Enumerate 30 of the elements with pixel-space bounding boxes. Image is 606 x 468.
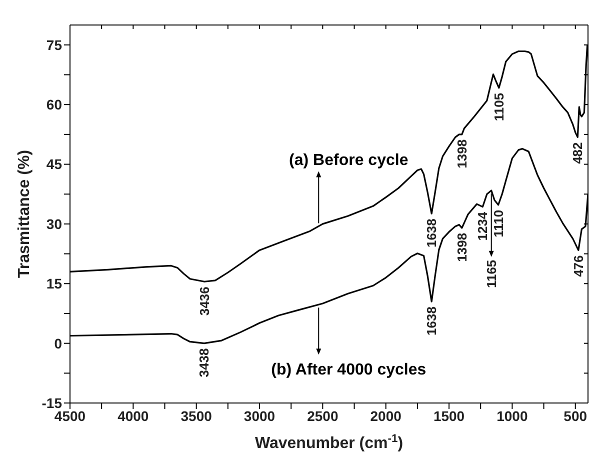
annotation: 1105: [491, 92, 506, 122]
annotation: 476: [570, 255, 586, 277]
annotation: 1398: [454, 139, 470, 168]
x-tick-label: 2000: [370, 408, 402, 424]
y-tick-label: 30: [46, 216, 62, 232]
series-label: (a) Before cycle: [289, 152, 408, 170]
annotation: 1234: [475, 211, 490, 241]
x-tick-label: 4000: [118, 408, 149, 424]
y-tick-label: 60: [46, 96, 62, 113]
annotation: 3438: [196, 348, 212, 378]
x-tick-label: 3500: [180, 408, 212, 424]
x-axis-title: Wavenumber (cm$^{-1}$): [254, 433, 404, 452]
x-tick-label: 1000: [496, 408, 528, 424]
annotation: 1638: [424, 218, 440, 248]
y-tick-label: 45: [46, 156, 62, 172]
y-tick-label: 0: [54, 335, 62, 352]
x-tick-label: 2500: [307, 408, 338, 424]
y-tick-label: 15: [46, 276, 62, 292]
x-tick-label: 3000: [244, 408, 276, 424]
annotation: 1110: [490, 210, 506, 238]
annotation: 482: [570, 142, 586, 164]
annotation: 1398: [454, 232, 470, 262]
legend-label: (b) After 4000 cycles: [271, 362, 426, 379]
y-axis-title: Trasmittance (%): [16, 150, 32, 278]
annotation: 1638: [424, 306, 440, 336]
annotation: 3436: [196, 286, 212, 316]
annotation: 1165: [484, 260, 499, 288]
y-tick-label: 75: [46, 36, 62, 53]
x-tick-label: 500: [564, 408, 588, 424]
x-tick-label: 1500: [433, 408, 465, 424]
